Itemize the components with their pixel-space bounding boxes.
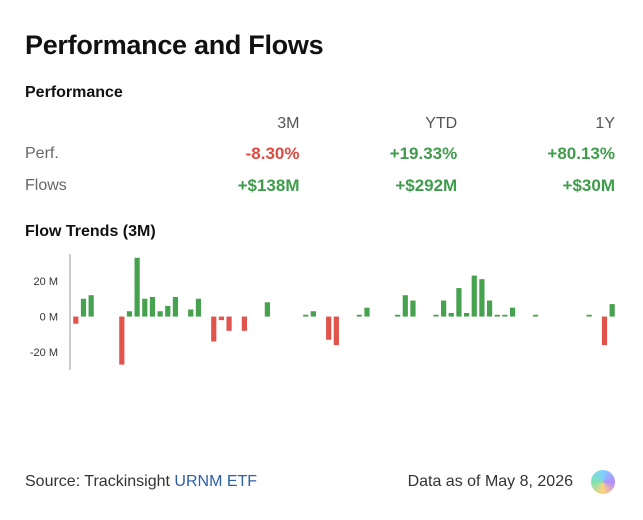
footer: Source: Trackinsight URNM ETF Data as of… [25, 470, 615, 494]
flow-trends-chart: 20 M 0 M -20 M [30, 254, 615, 370]
flow-bar[interactable] [241, 316, 247, 331]
flow-bar[interactable] [433, 314, 439, 317]
flow-bar[interactable] [149, 296, 156, 317]
flow-bar[interactable] [218, 316, 225, 321]
flow-bar[interactable] [494, 314, 500, 317]
flow-bar[interactable] [119, 316, 125, 365]
flow-bar[interactable] [188, 309, 194, 317]
flow-bar[interactable] [448, 313, 454, 317]
flow-bar[interactable] [226, 316, 232, 331]
flow-bar[interactable] [601, 316, 608, 346]
performance-table: 3M YTD 1Y Perf. -8.30% +19.33% +80.13% F… [25, 110, 615, 202]
flow-bar[interactable] [165, 305, 171, 317]
flow-bar[interactable] [310, 311, 316, 317]
flow-bar[interactable] [73, 316, 79, 324]
flow-bar[interactable] [80, 298, 87, 317]
perf-1y-value: +80.13% [547, 144, 615, 163]
flow-bar[interactable] [126, 311, 133, 317]
column-header-ytd: YTD [425, 115, 458, 132]
column-header-3m: 3M [277, 115, 300, 132]
flow-bar[interactable] [486, 300, 493, 317]
flow-bar[interactable] [326, 316, 332, 340]
flow-bar[interactable] [142, 298, 148, 317]
data-as-of-text: Data as of May 8, 2026 [407, 473, 573, 490]
flow-bar[interactable] [609, 304, 615, 317]
flow-bar[interactable] [441, 300, 447, 317]
flow-bar[interactable] [509, 307, 516, 317]
flow-bar[interactable] [211, 316, 217, 342]
flow-bar[interactable] [410, 300, 416, 317]
flow-bar[interactable] [471, 275, 477, 317]
source-prefix: Source: Trackinsight [25, 473, 170, 490]
flow-bar[interactable] [157, 311, 163, 317]
perf-ytd-value: +19.33% [389, 144, 458, 163]
flow-bar[interactable] [303, 314, 309, 317]
flow-bar[interactable] [333, 316, 339, 346]
trackinsight-logo-icon[interactable] [591, 470, 615, 494]
page-title: Performance and Flows [25, 30, 324, 60]
flow-bar[interactable] [88, 295, 94, 317]
flows-3m-value: +$138M [237, 176, 300, 195]
flow-bar[interactable] [134, 257, 140, 317]
flow-bar[interactable] [532, 314, 539, 317]
flow-bar[interactable] [402, 295, 408, 317]
flow-bar[interactable] [456, 288, 462, 317]
flow-bar[interactable] [463, 313, 470, 317]
flow-bar[interactable] [395, 314, 401, 317]
performance-header-row: 3M YTD 1Y [25, 110, 615, 138]
header-corner [25, 110, 155, 138]
flow-bar[interactable] [195, 298, 202, 317]
y-tick-label: 0 M [40, 312, 58, 324]
row-label-perf: Perf. [25, 145, 59, 162]
performance-heading: Performance [25, 84, 123, 101]
flow-bar[interactable] [364, 307, 370, 317]
y-tick-label: -20 M [30, 347, 58, 359]
flow-bar[interactable] [356, 314, 362, 317]
perf-3m-value: -8.30% [245, 144, 300, 163]
table-row-perf: Perf. -8.30% +19.33% +80.13% [25, 138, 615, 170]
source-link[interactable]: URNM ETF [174, 473, 258, 490]
flow-bar[interactable] [172, 296, 179, 317]
flow-trends-heading: Flow Trends (3M) [25, 223, 156, 240]
flows-ytd-value: +$292M [395, 176, 458, 195]
table-row-flows: Flows +$138M +$292M +$30M [25, 170, 615, 202]
flow-bar[interactable] [479, 279, 485, 317]
row-label-flows: Flows [25, 177, 67, 194]
flow-bar[interactable] [264, 302, 270, 317]
y-tick-label: 20 M [34, 276, 58, 288]
flow-bar[interactable] [586, 314, 592, 317]
column-header-1y: 1Y [595, 115, 615, 132]
flow-bar[interactable] [502, 314, 508, 317]
flows-1y-value: +$30M [562, 176, 615, 195]
